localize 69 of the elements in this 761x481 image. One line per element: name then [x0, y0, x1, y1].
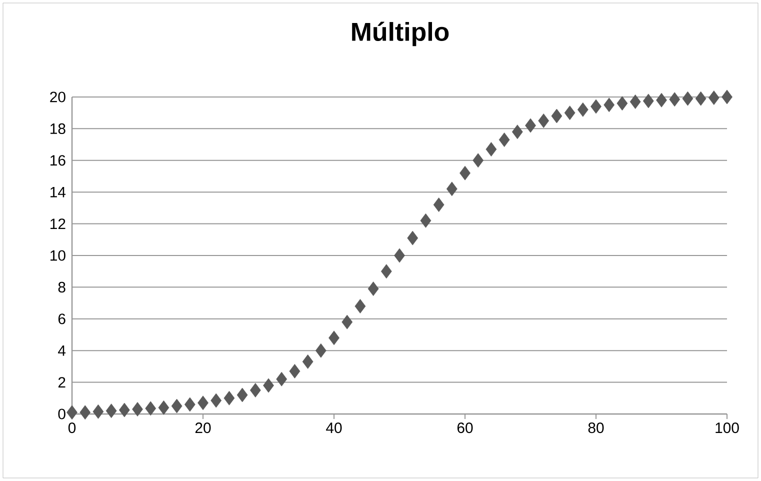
point	[198, 396, 208, 410]
point	[722, 90, 732, 104]
point	[66, 405, 78, 420]
y-tick-label: 10	[50, 250, 66, 261]
point	[695, 91, 706, 106]
point	[132, 402, 143, 416]
y-tick-label: 18	[50, 123, 66, 134]
point	[236, 388, 248, 402]
point	[118, 402, 130, 418]
point	[302, 354, 314, 369]
point	[669, 92, 680, 107]
point	[80, 405, 91, 420]
y-tick-label: 8	[58, 282, 66, 292]
point	[263, 378, 274, 393]
point	[590, 99, 602, 114]
x-tick-label: 80	[588, 422, 604, 434]
y-tick-label: 2	[58, 377, 66, 388]
point	[145, 401, 156, 416]
point	[525, 118, 536, 133]
point	[158, 400, 170, 415]
point	[106, 404, 117, 418]
point	[551, 108, 562, 124]
y-tick-label: 0	[58, 408, 66, 420]
point	[656, 92, 667, 108]
point	[642, 94, 654, 108]
point	[184, 397, 196, 412]
point	[342, 314, 353, 330]
chart-title: Múltiplo	[352, 22, 449, 46]
point	[224, 390, 235, 406]
point	[486, 142, 497, 156]
y-tick-label: 14	[50, 186, 66, 198]
point	[368, 282, 379, 296]
point	[682, 91, 694, 106]
point	[446, 182, 458, 196]
point	[92, 404, 104, 419]
x-tick-label: 100	[716, 422, 739, 434]
x-tick-label: 0	[68, 422, 76, 434]
point	[460, 166, 470, 180]
point	[564, 106, 576, 120]
point	[394, 248, 405, 263]
point	[276, 372, 288, 386]
point	[289, 364, 300, 378]
x-tick-label: 20	[195, 422, 211, 434]
y-tick-label: 4	[58, 345, 66, 356]
x-tick-label: 60	[457, 422, 473, 434]
point	[354, 299, 366, 314]
point	[250, 383, 261, 398]
y-tick-label: 20	[50, 92, 66, 102]
point	[433, 198, 444, 212]
point	[512, 124, 523, 140]
point	[315, 343, 326, 358]
point	[380, 264, 392, 279]
point	[630, 94, 641, 109]
point	[171, 398, 182, 414]
point	[577, 102, 588, 117]
point	[210, 393, 222, 408]
y-tick-label: 16	[50, 155, 66, 166]
point	[328, 330, 340, 346]
point	[472, 153, 484, 168]
y-tick-label: 6	[58, 314, 66, 324]
point	[708, 90, 720, 105]
point	[498, 132, 510, 147]
point	[538, 114, 550, 128]
y-tick-label: 12	[50, 218, 66, 229]
x-tick-label: 40	[326, 422, 342, 434]
point	[407, 230, 418, 246]
point	[604, 98, 615, 112]
point	[616, 96, 628, 111]
point	[420, 213, 432, 228]
